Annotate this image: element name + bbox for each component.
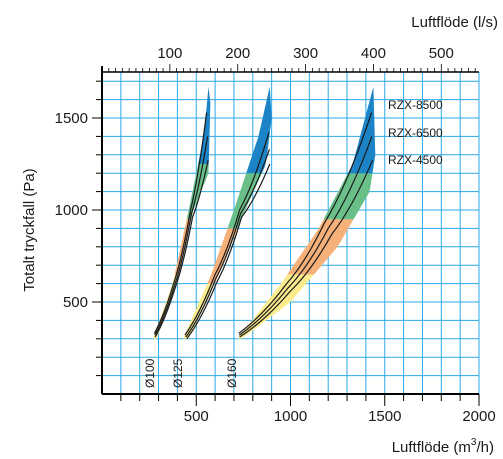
series-label-rzx-6500: RZX-6500 [388, 126, 443, 140]
x-tick-label-top: 200 [225, 45, 250, 62]
curve-line [186, 163, 271, 340]
band-zone [323, 173, 373, 220]
x-tick-label-bottom: 500 [184, 408, 209, 425]
x-tick-label-bottom: 2000 [462, 408, 495, 425]
band-zone [207, 228, 238, 284]
curve-line [185, 149, 270, 338]
bands [152, 86, 376, 339]
curve-line [153, 112, 208, 334]
grid [101, 72, 480, 395]
x-tick-label-bottom: 1000 [274, 408, 307, 425]
x-axis-bottom-prefix: Luftflöde (m [392, 439, 471, 456]
y-tick-label: 1000 [55, 202, 88, 219]
series-label-rzx-8500: RZX-8500 [388, 98, 443, 112]
curve-line [154, 136, 209, 336]
x-axis-bottom-sup: 3 [471, 437, 477, 448]
curve-line [238, 136, 373, 336]
series-label-rzx-4500: RZX-4500 [388, 153, 443, 167]
curve-line [184, 132, 270, 336]
curve-line [239, 160, 374, 338]
y-tick-label: 1500 [55, 110, 88, 127]
x-tick-label-bottom: 1500 [368, 408, 401, 425]
duct-label-d100: Ø100 [143, 358, 157, 388]
duct-label-d125: Ø125 [171, 358, 185, 388]
duct-label-d160: Ø160 [225, 358, 239, 388]
band-zone [198, 86, 211, 164]
x-axis-top-label: Luftflöde (l/s) [411, 14, 498, 31]
x-tick-label-top: 300 [293, 45, 318, 62]
y-axis-label: Totalt tryckfall (Pa) [21, 168, 38, 291]
curve-line [154, 160, 209, 338]
curve-line [238, 112, 373, 334]
x-tick-label-top: 100 [157, 45, 182, 62]
y-tick-label: 500 [63, 294, 88, 311]
x-tick-label-top: 400 [361, 45, 386, 62]
band-zone [246, 86, 272, 174]
curves [153, 112, 374, 340]
band-zone [347, 86, 376, 174]
x-tick-label-top: 500 [429, 45, 454, 62]
ticks: 500 1000 1500 2000 100 200 300 400 500 500 1000 150… [55, 45, 496, 425]
x-axis-bottom-label: Luftflöde (m3/h) [392, 437, 494, 456]
x-axis-bottom-suffix: /h) [476, 439, 494, 456]
